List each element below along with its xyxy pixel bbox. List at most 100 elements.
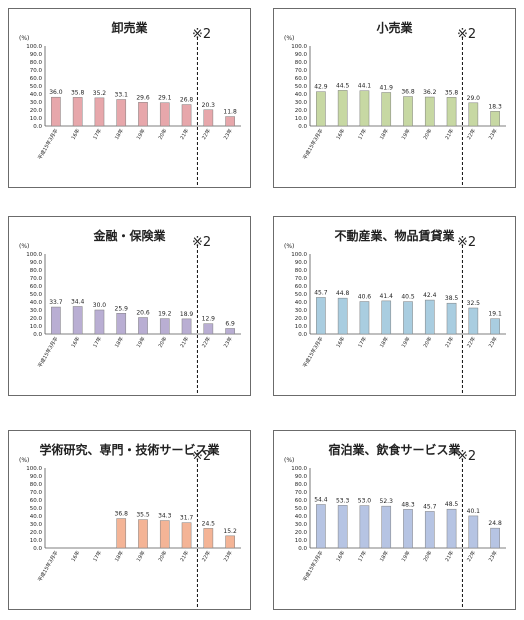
- bar: [424, 96, 435, 127]
- y-tick-label: 0.0: [298, 332, 307, 338]
- x-tick-label: 18年: [378, 550, 390, 563]
- note-marker: ※2: [457, 449, 477, 464]
- x-tick-label: 平成15年3月卒: [36, 550, 59, 583]
- chart-panel-real-estate: 不動産業、物品賃貸業 (%) ※2 0.0 10.0 20.0 30.0 40.0 50.…: [273, 216, 516, 396]
- bar: [468, 102, 479, 127]
- bar: [490, 318, 500, 335]
- x-tick-label: 18年: [378, 128, 390, 141]
- x-tick-label: 18年: [113, 128, 125, 141]
- bar: [446, 508, 457, 549]
- data-label: 45.7: [314, 289, 328, 296]
- y-tick-label: 30.0: [295, 308, 308, 314]
- bar: [468, 515, 479, 549]
- x-tick-label: 17年: [356, 336, 368, 349]
- bar: [337, 505, 348, 549]
- y-tick-label: 10.0: [30, 324, 43, 330]
- bar: [94, 309, 105, 335]
- chart-title: 宿泊業、飲食サービス業: [328, 443, 461, 457]
- y-tick-label: 50.0: [295, 292, 308, 298]
- y-tick-label: 0.0: [298, 124, 307, 130]
- bar: [225, 535, 235, 549]
- bar: [116, 99, 127, 127]
- x-tick-label: 23年: [222, 550, 234, 563]
- data-label: 45.7: [423, 503, 437, 510]
- note-marker: ※2: [192, 235, 212, 250]
- y-tick-label: 40.0: [30, 514, 43, 520]
- bar: [94, 97, 105, 127]
- data-label: 34.4: [71, 298, 85, 305]
- y-tick-label: 90.0: [30, 474, 43, 480]
- bar: [316, 297, 326, 335]
- y-tick-label: 90.0: [295, 260, 308, 266]
- bar: [181, 522, 192, 549]
- y-tick-label: 40.0: [295, 92, 308, 98]
- data-label: 15.2: [223, 528, 237, 535]
- data-label: 54.4: [314, 496, 328, 503]
- bar: [138, 519, 148, 549]
- y-tick-label: 60.0: [295, 76, 308, 82]
- y-tick-label: 100.0: [291, 252, 307, 258]
- x-tick-label: 17年: [91, 336, 103, 349]
- x-tick-label: 22年: [465, 550, 477, 563]
- data-label: 6.9: [225, 320, 235, 327]
- data-label: 53.0: [358, 498, 372, 505]
- x-tick-label: 16年: [70, 128, 82, 141]
- bar: [159, 102, 170, 127]
- bar-chart: 0.0 10.0 20.0 30.0 40.0 50.0 60.0 70.0 80.0 90.0 1…: [291, 245, 506, 393]
- bar: [359, 301, 370, 335]
- y-tick-label: 80.0: [295, 60, 308, 66]
- y-unit-label: (%): [284, 35, 295, 42]
- data-label: 35.5: [136, 512, 150, 519]
- data-label: 40.6: [358, 294, 372, 301]
- data-label: 35.8: [445, 89, 459, 96]
- data-label: 24.8: [488, 520, 502, 527]
- note-marker: ※2: [457, 27, 477, 42]
- bar: [72, 306, 83, 335]
- data-label: 19.1: [488, 311, 502, 318]
- y-tick-label: 10.0: [295, 116, 308, 122]
- x-tick-label: 18年: [113, 336, 125, 349]
- y-tick-label: 0.0: [298, 546, 307, 552]
- x-tick-label: 17年: [356, 128, 368, 141]
- y-tick-label: 90.0: [30, 260, 43, 266]
- x-tick-label: 22年: [465, 128, 477, 141]
- bar: [225, 116, 235, 127]
- bar: [159, 318, 170, 335]
- y-unit-label: (%): [19, 35, 30, 42]
- bar: [359, 90, 370, 127]
- bar: [337, 90, 348, 127]
- x-tick-label: 18年: [113, 550, 125, 563]
- bar: [51, 306, 61, 335]
- x-tick-label: 21年: [444, 336, 456, 349]
- data-label: 36.0: [49, 89, 63, 96]
- bar: [490, 111, 500, 127]
- x-tick-label: 22年: [200, 550, 212, 563]
- y-tick-label: 50.0: [30, 292, 43, 298]
- bar: [337, 297, 348, 335]
- y-tick-label: 70.0: [30, 68, 43, 74]
- y-tick-label: 0.0: [33, 124, 42, 130]
- data-label: 52.3: [380, 498, 394, 505]
- x-tick-label: 17年: [91, 550, 103, 563]
- y-tick-label: 20.0: [30, 108, 43, 114]
- chart-title: 卸売業: [111, 21, 148, 35]
- data-label: 35.8: [71, 89, 85, 96]
- data-label: 29.6: [136, 94, 150, 101]
- data-label: 30.0: [93, 302, 107, 309]
- x-tick-label: 19年: [135, 128, 147, 141]
- y-tick-label: 90.0: [30, 52, 43, 58]
- data-label: 38.5: [445, 295, 459, 302]
- x-tick-label: 23年: [487, 128, 499, 141]
- x-tick-label: 20年: [422, 336, 434, 349]
- y-tick-label: 50.0: [30, 84, 43, 90]
- y-tick-label: 20.0: [30, 316, 43, 322]
- y-tick-label: 100.0: [26, 466, 42, 472]
- chart-panel-retail: 小売業 (%) ※2 0.0 10.0 20.0 30.0 40.0 50.0 60.0 70…: [273, 8, 516, 188]
- bar: [316, 504, 326, 549]
- bar: [203, 528, 214, 549]
- data-label: 41.4: [380, 293, 394, 300]
- chart-title: 学術研究、専門・技術サービス業: [39, 443, 220, 457]
- data-label: 25.9: [115, 305, 129, 312]
- data-label: 44.5: [336, 82, 350, 89]
- y-tick-label: 30.0: [295, 100, 308, 106]
